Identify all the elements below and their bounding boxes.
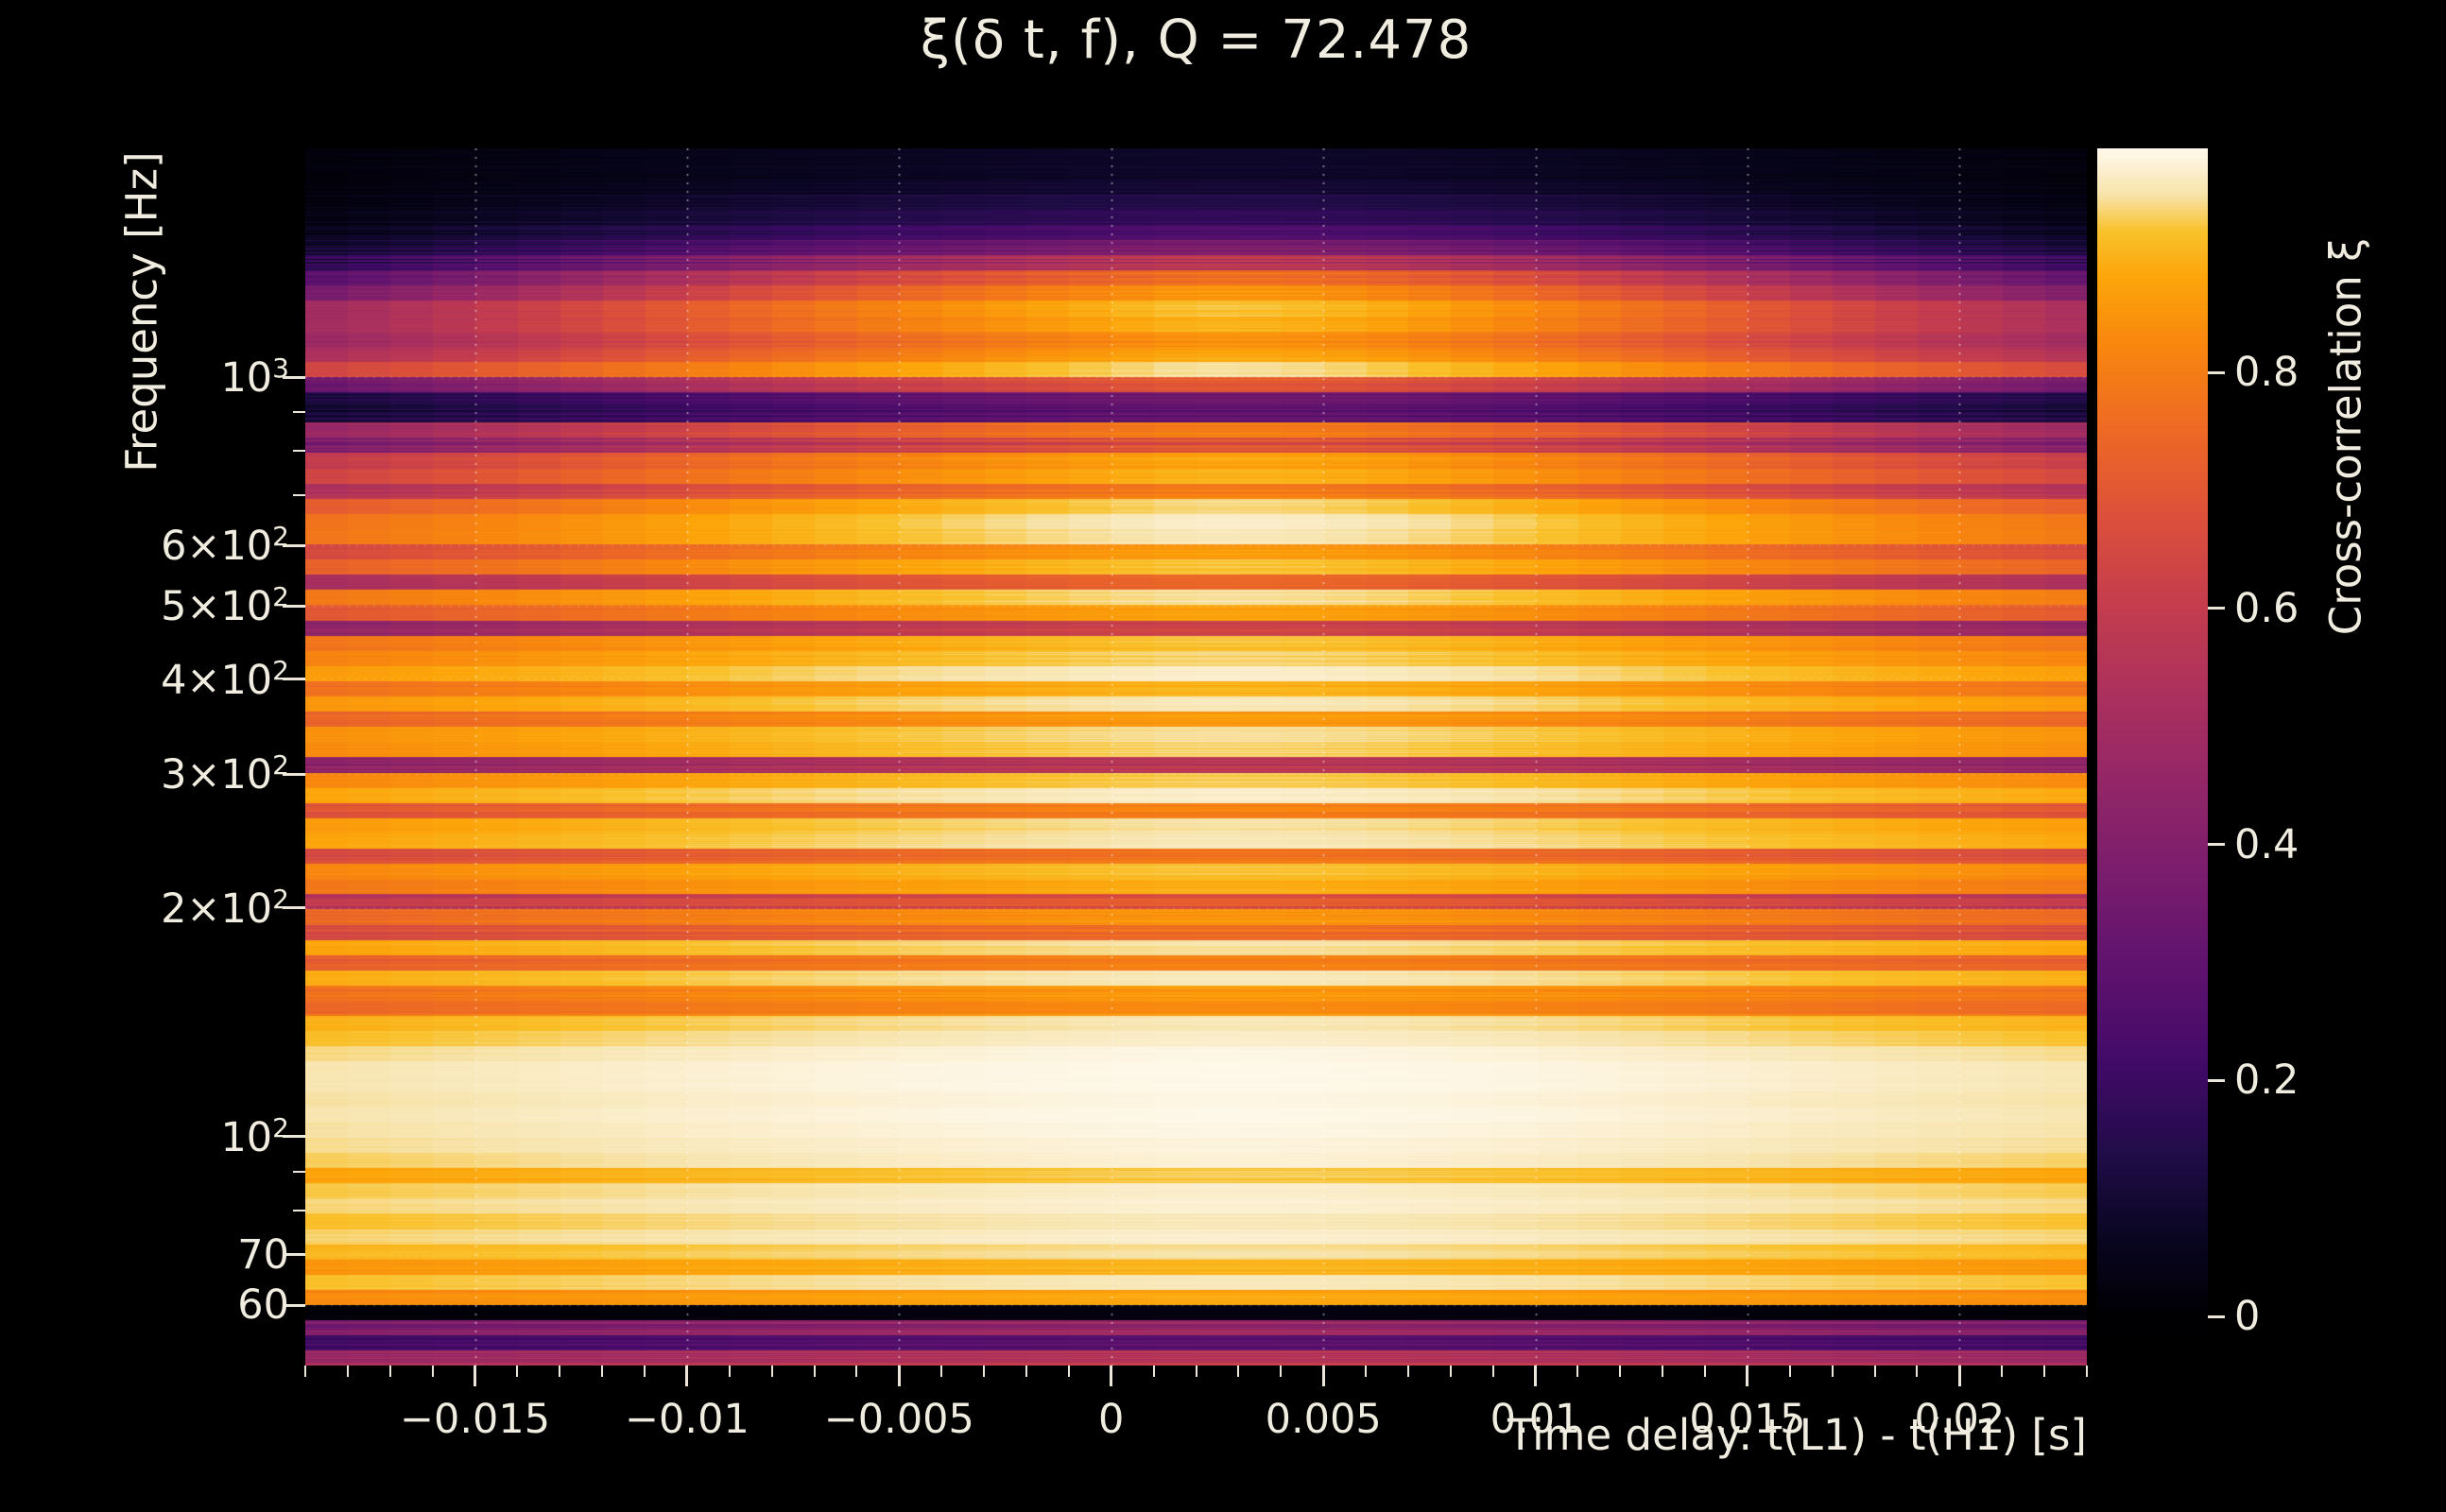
y-minor-tick	[293, 1170, 305, 1173]
y-minor-tick	[293, 1209, 305, 1211]
x-minor-tick	[1195, 1366, 1197, 1377]
colorbar-tick	[2208, 370, 2225, 374]
colorbar-tick	[2208, 843, 2225, 847]
y-tick-label: 6×102	[161, 521, 289, 571]
y-major-tick	[283, 1253, 305, 1257]
x-minor-tick	[1788, 1366, 1791, 1377]
y-major-tick	[283, 375, 305, 379]
y-tick-label: 70	[237, 1230, 289, 1279]
chart-title: ξ(δ t, f), Q = 72.478	[920, 9, 1473, 71]
x-minor-tick	[1280, 1366, 1283, 1377]
x-minor-tick	[770, 1366, 773, 1377]
y-minor-tick	[293, 449, 305, 452]
x-minor-tick	[1576, 1366, 1579, 1377]
x-minor-tick	[983, 1366, 986, 1377]
x-minor-tick	[1449, 1366, 1452, 1377]
x-minor-tick	[601, 1366, 604, 1377]
x-minor-tick	[431, 1366, 434, 1377]
x-minor-tick	[1873, 1366, 1876, 1377]
colorbar-tick	[2208, 1078, 2225, 1082]
x-tick-label: 0.01	[1490, 1396, 1581, 1443]
x-tick-label: 0.015	[1689, 1396, 1806, 1443]
x-minor-tick	[2043, 1366, 2046, 1377]
colorbar-tick	[2208, 1314, 2225, 1318]
x-axis-label: Time delay: t(L1) - t(H1) [s]	[1507, 1410, 2087, 1460]
x-minor-tick	[1491, 1366, 1494, 1377]
x-tick-label: −0.01	[625, 1396, 749, 1443]
colorbar-tick	[2208, 607, 2225, 610]
y-tick-label: 102	[220, 1111, 289, 1162]
x-minor-tick	[346, 1366, 349, 1377]
x-minor-tick	[388, 1366, 391, 1377]
x-minor-tick	[1831, 1366, 1834, 1377]
colorbar-tick-label: 0.4	[2234, 820, 2300, 868]
x-minor-tick	[516, 1366, 519, 1377]
x-tick-label: −0.005	[823, 1396, 974, 1443]
x-minor-tick	[1067, 1366, 1070, 1377]
x-major-tick	[897, 1366, 901, 1386]
colorbar-canvas	[2097, 148, 2208, 1340]
x-major-tick	[1746, 1366, 1749, 1386]
x-minor-tick	[1152, 1366, 1155, 1377]
x-major-tick	[1321, 1366, 1325, 1386]
x-tick-label: 0	[1098, 1396, 1125, 1443]
x-minor-tick	[1916, 1366, 1919, 1377]
x-tick-label: 0.005	[1265, 1396, 1382, 1443]
x-minor-tick	[1662, 1366, 1664, 1377]
x-tick-label: 0.02	[1914, 1396, 2006, 1443]
x-major-tick	[474, 1366, 477, 1386]
y-major-tick	[283, 543, 305, 547]
y-major-tick	[283, 1135, 305, 1139]
x-minor-tick	[644, 1366, 646, 1377]
y-tick-label: 4×102	[161, 654, 289, 705]
y-major-tick	[283, 1303, 305, 1307]
colorbar-tick-label: 0	[2234, 1293, 2261, 1341]
x-major-tick	[1957, 1366, 1961, 1386]
x-minor-tick	[728, 1366, 731, 1377]
x-minor-tick	[1406, 1366, 1409, 1377]
x-minor-tick	[940, 1366, 943, 1377]
colorbar-tick-label: 0.6	[2234, 584, 2300, 632]
x-minor-tick	[813, 1366, 816, 1377]
x-minor-tick	[304, 1366, 306, 1377]
x-minor-tick	[855, 1366, 858, 1377]
x-minor-tick	[2001, 1366, 2004, 1377]
heatmap-canvas	[305, 148, 2087, 1366]
y-tick-label: 2×102	[161, 883, 289, 934]
colorbar-label: Cross-correlation ξ	[2320, 237, 2371, 636]
colorbar-tick-label: 0.2	[2234, 1057, 2300, 1105]
y-tick-label: 103	[220, 352, 289, 403]
x-minor-tick	[2086, 1366, 2088, 1377]
x-minor-tick	[1025, 1366, 1027, 1377]
x-minor-tick	[1237, 1366, 1240, 1377]
y-major-tick	[283, 772, 305, 776]
y-minor-tick	[293, 410, 305, 413]
x-tick-label: −0.015	[399, 1396, 551, 1443]
y-axis-label: Frequency [Hz]	[116, 151, 167, 472]
y-major-tick	[283, 604, 305, 608]
y-minor-tick	[293, 493, 305, 496]
colorbar-tick-label: 0.8	[2234, 349, 2300, 397]
y-tick-label: 5×102	[161, 580, 289, 631]
x-major-tick	[1534, 1366, 1538, 1386]
y-tick-label: 60	[237, 1281, 289, 1330]
y-major-tick	[283, 906, 305, 910]
x-major-tick	[1110, 1366, 1113, 1386]
y-tick-label: 3×102	[161, 749, 289, 799]
y-major-tick	[283, 678, 305, 681]
x-minor-tick	[1619, 1366, 1622, 1377]
x-minor-tick	[1704, 1366, 1707, 1377]
x-minor-tick	[559, 1366, 561, 1377]
x-minor-tick	[1365, 1366, 1368, 1377]
x-major-tick	[685, 1366, 689, 1386]
